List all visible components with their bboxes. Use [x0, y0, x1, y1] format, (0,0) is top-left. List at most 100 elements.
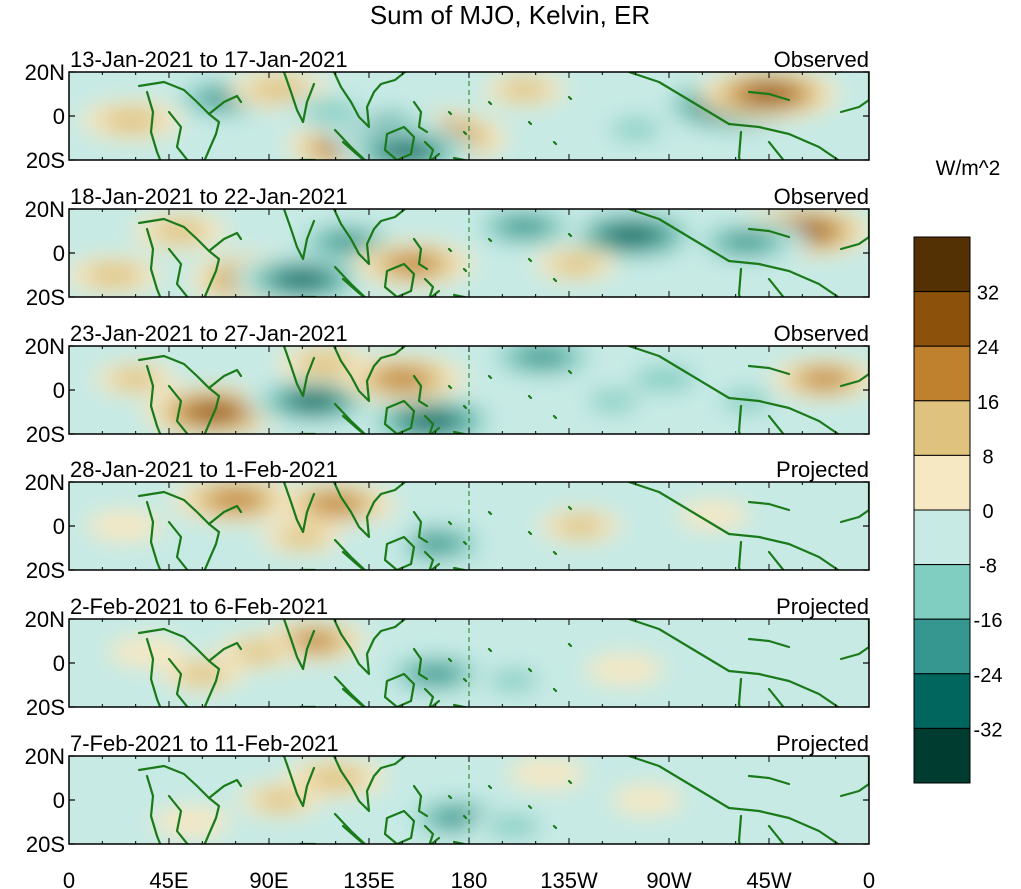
anomaly-contour: [585, 653, 664, 686]
anomaly-contour: [249, 77, 312, 102]
lat-tick-label: 0: [53, 241, 65, 266]
panel-status: Observed: [774, 184, 869, 209]
lat-tick-label: 20N: [25, 197, 65, 222]
panel-date-range: 23-Jan-2021 to 27-Jan-2021: [70, 321, 348, 346]
colorbar-swatch: [913, 291, 971, 347]
anomaly-contour: [550, 253, 601, 275]
anomaly-contour: [721, 390, 772, 412]
panel-date-range: 13-Jan-2021 to 17-Jan-2021: [70, 47, 348, 72]
panels-container: 13-Jan-2021 to 17-Jan-2021 Observed 20N 0 20…: [25, 47, 870, 857]
panel-status: Projected: [776, 594, 869, 619]
longitude-axis: 0 45E 90E 135E 180 135W 90W 45W 0: [63, 868, 875, 889]
lat-tick-label: 0: [53, 788, 65, 813]
anomaly-contour: [610, 119, 661, 140]
lon-tick-label: 45W: [746, 868, 791, 889]
colorbar-tick-label: -16: [974, 610, 1003, 632]
anomaly-contour: [611, 785, 683, 815]
lat-tick-label: 20S: [26, 148, 65, 173]
colorbar-tick-label: -32: [974, 719, 1003, 741]
units-label: W/m^2: [936, 157, 1001, 180]
map-panel: 13-Jan-2021 to 17-Jan-2021 Observed 20N 0 20…: [25, 47, 870, 173]
colorbar: 32 24 16 8 0 -8 -16 -24 -32: [913, 236, 1003, 784]
colorbar-swatch: [913, 564, 971, 620]
lon-tick-label: 0: [863, 868, 875, 889]
anomaly-contour: [232, 641, 284, 663]
lat-tick-label: 20S: [26, 285, 65, 310]
lat-tick-label: 20N: [25, 334, 65, 359]
map-panel: 18-Jan-2021 to 22-Jan-2021 Observed 20N 0 20…: [25, 184, 870, 310]
anomaly-contour: [554, 515, 606, 537]
anomaly-contour: [588, 390, 639, 412]
colorbar-swatch: [913, 236, 971, 293]
anomaly-contour: [720, 232, 774, 252]
anomaly-contour: [84, 263, 143, 287]
anomaly-contour: [336, 521, 415, 553]
anomaly-contour: [289, 632, 337, 650]
colorbar-swatch: [913, 345, 971, 402]
panel-date-range: 18-Jan-2021 to 22-Jan-2021: [70, 184, 348, 209]
anomaly-contour: [295, 352, 354, 375]
figure-title: Sum of MJO, Kelvin, ER: [370, 0, 650, 30]
lon-tick-label: 90E: [249, 868, 288, 889]
anomaly-contour: [741, 795, 819, 827]
colorbar-tick-label: -24: [974, 665, 1003, 687]
anomaly-contour: [508, 757, 586, 790]
anomaly-contour: [100, 108, 163, 133]
lat-tick-label: 0: [53, 514, 65, 539]
lat-tick-label: 20N: [25, 744, 65, 769]
map-panel: 23-Jan-2021 to 27-Jan-2021 Observed 20N 0 20…: [25, 321, 870, 447]
colorbar-tick-label: 24: [977, 337, 999, 359]
anomaly-contour: [514, 346, 570, 368]
panel-date-range: 28-Jan-2021 to 1-Feb-2021: [70, 457, 338, 482]
anomaly-contour: [409, 533, 462, 554]
panel-date-range: 7-Feb-2021 to 11-Feb-2021: [70, 731, 339, 756]
anomaly-contour: [384, 142, 430, 160]
anomaly-contour: [409, 664, 462, 684]
anomaly-contour: [85, 510, 164, 542]
anomaly-contour: [486, 815, 541, 838]
colorbar-swatch: [913, 454, 971, 511]
lon-tick-label: 180: [451, 868, 488, 889]
anomaly-contour: [633, 367, 696, 391]
colorbar-swatch: [913, 727, 971, 784]
lon-tick-label: 135W: [540, 868, 598, 889]
anomaly-contour: [108, 636, 186, 668]
lat-tick-label: 20N: [25, 470, 65, 495]
lat-tick-label: 0: [53, 651, 65, 676]
colorbar-swatch: [913, 509, 971, 566]
colorbar-swatch: [913, 400, 971, 456]
lon-tick-label: 0: [63, 868, 75, 889]
anomaly-contour: [309, 494, 362, 514]
colorbar-tick-label: -8: [979, 556, 997, 578]
anomaly-contour: [177, 663, 228, 685]
anomaly-contour: [498, 216, 551, 237]
panel-status: Projected: [776, 457, 869, 482]
panel-date-range: 2-Feb-2021 to 6-Feb-2021: [70, 594, 328, 619]
lat-tick-label: 20S: [26, 695, 65, 720]
map-panel: 28-Jan-2021 to 1-Feb-2021 Projected 20N 0 20…: [25, 457, 870, 583]
colorbar-swatch: [913, 673, 971, 729]
anomaly-contour: [278, 270, 326, 289]
anomaly-contour: [499, 79, 550, 100]
lat-tick-label: 20S: [26, 422, 65, 447]
anomaly-contour: [605, 226, 657, 245]
colorbar-tick-label: 0: [982, 501, 993, 523]
anomaly-contour: [254, 789, 306, 811]
lat-tick-label: 20N: [25, 60, 65, 85]
anomaly-contour: [801, 370, 849, 388]
anomaly-contour: [151, 219, 210, 243]
anomaly-contour: [290, 392, 336, 410]
anomaly-contour: [677, 500, 750, 530]
anomaly-contour: [277, 526, 328, 548]
map-panel: 7-Feb-2021 to 11-Feb-2021 Projected 20N 0 20…: [25, 731, 870, 857]
panel-status: Projected: [776, 731, 869, 756]
anomaly-contour: [488, 670, 539, 691]
colorbar-tick-label: 8: [982, 446, 993, 468]
lon-tick-label: 45E: [149, 868, 188, 889]
lat-tick-label: 0: [53, 104, 65, 129]
anomaly-contour: [387, 254, 440, 274]
panel-status: Observed: [774, 47, 869, 72]
lat-tick-label: 0: [53, 378, 65, 403]
anomaly-contour: [320, 232, 374, 252]
